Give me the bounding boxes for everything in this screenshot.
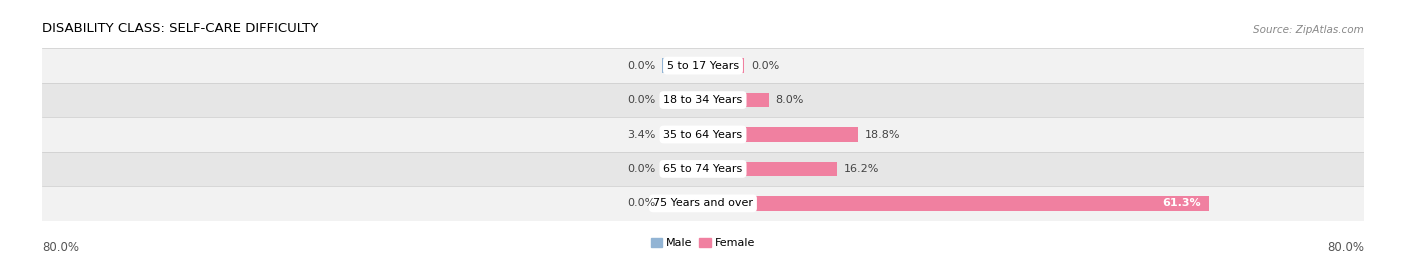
Bar <box>703 58 744 73</box>
Text: DISABILITY CLASS: SELF-CARE DIFFICULTY: DISABILITY CLASS: SELF-CARE DIFFICULTY <box>42 22 318 35</box>
Bar <box>662 162 703 176</box>
Text: 0.0%: 0.0% <box>751 61 779 71</box>
Legend: Male, Female: Male, Female <box>647 234 759 253</box>
Bar <box>703 93 769 107</box>
Bar <box>662 127 703 142</box>
Text: 18.8%: 18.8% <box>865 129 900 140</box>
Bar <box>703 127 858 142</box>
Bar <box>662 58 703 73</box>
Text: 75 Years and over: 75 Years and over <box>652 198 754 208</box>
Text: 0.0%: 0.0% <box>627 61 655 71</box>
Text: 0.0%: 0.0% <box>627 164 655 174</box>
Text: 3.4%: 3.4% <box>627 129 655 140</box>
Text: 5 to 17 Years: 5 to 17 Years <box>666 61 740 71</box>
Bar <box>662 196 703 211</box>
Text: Source: ZipAtlas.com: Source: ZipAtlas.com <box>1253 25 1364 35</box>
Bar <box>42 152 1364 186</box>
Bar <box>703 196 1209 211</box>
Text: 65 to 74 Years: 65 to 74 Years <box>664 164 742 174</box>
Text: 80.0%: 80.0% <box>1327 241 1364 254</box>
Text: 0.0%: 0.0% <box>627 198 655 208</box>
Text: 80.0%: 80.0% <box>42 241 79 254</box>
Bar <box>42 83 1364 117</box>
Bar <box>42 186 1364 221</box>
Text: 18 to 34 Years: 18 to 34 Years <box>664 95 742 105</box>
Text: 35 to 64 Years: 35 to 64 Years <box>664 129 742 140</box>
Text: 0.0%: 0.0% <box>627 95 655 105</box>
Bar <box>703 162 837 176</box>
Bar <box>42 117 1364 152</box>
Text: 16.2%: 16.2% <box>844 164 879 174</box>
Text: 61.3%: 61.3% <box>1163 198 1201 208</box>
Text: 8.0%: 8.0% <box>776 95 804 105</box>
Bar <box>662 93 703 107</box>
Bar <box>42 48 1364 83</box>
